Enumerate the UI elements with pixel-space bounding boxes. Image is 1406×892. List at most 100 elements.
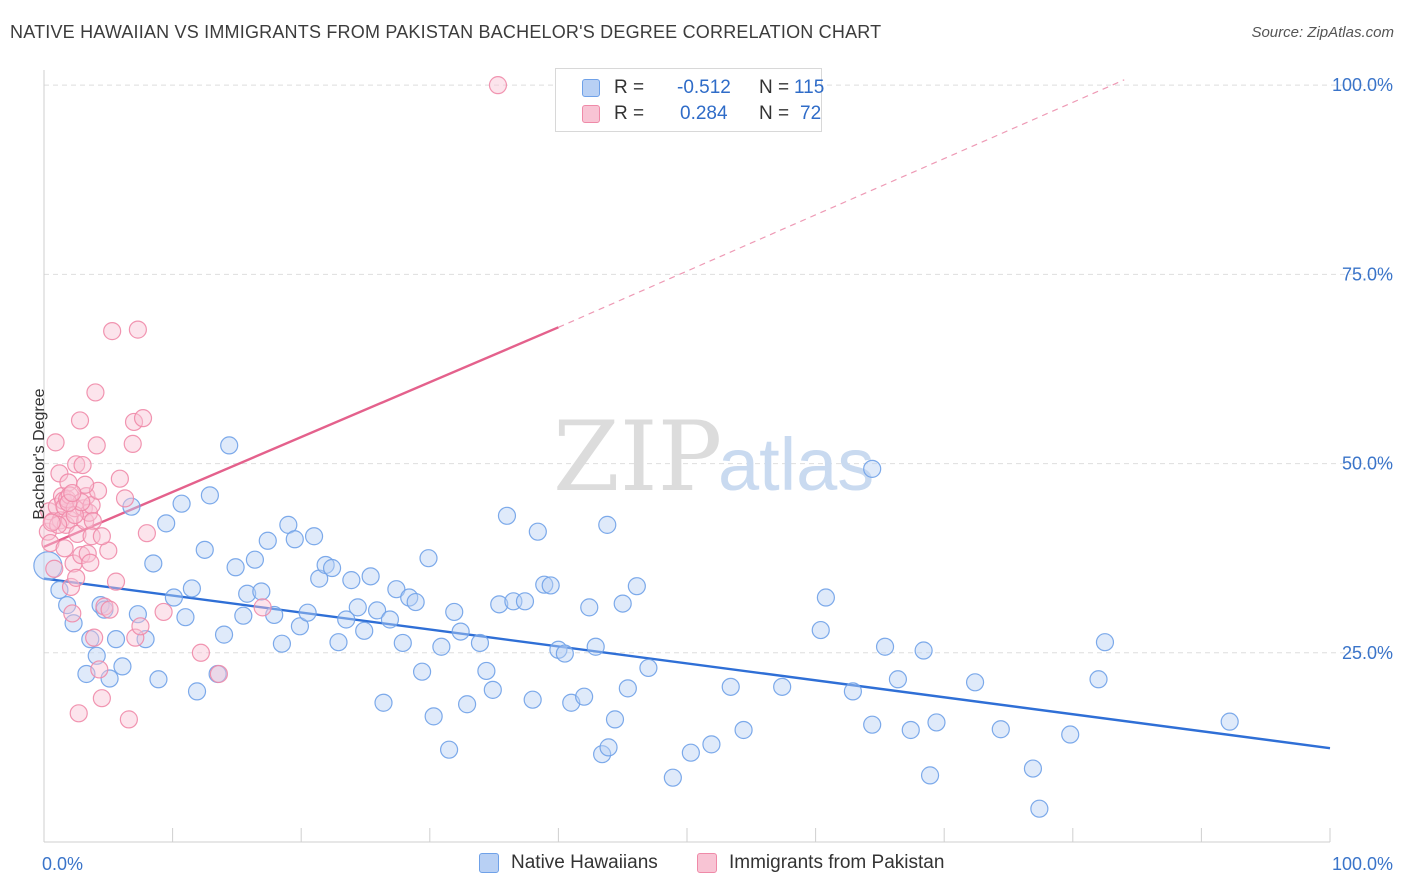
native-hawaiian-point <box>445 602 464 622</box>
native-hawaiian-point <box>843 682 862 701</box>
x-tick-label: 100.0% <box>1332 854 1393 874</box>
native-hawaiian-point <box>424 707 443 726</box>
r-label: R = <box>614 103 645 124</box>
native-hawaiian-point <box>432 637 451 656</box>
native-hawaiian-point <box>355 621 374 640</box>
pakistan-immigrant-point <box>95 597 114 616</box>
native-hawaiian-point <box>252 582 271 601</box>
legend-label: Native Hawaiians <box>511 852 658 873</box>
pakistan-immigrant-point <box>69 704 88 723</box>
pakistan-immigrant-point <box>42 513 61 532</box>
native-hawaiian-point <box>523 690 542 709</box>
pakistan-immigrant-point <box>92 689 111 708</box>
r-value: 0.284 <box>680 103 728 124</box>
native-hawaiian-point <box>901 720 920 740</box>
native-hawaiian-point <box>586 637 605 656</box>
native-hawaiian-point <box>50 580 69 600</box>
native-hawaiian-point <box>1061 725 1080 744</box>
native-hawaiian-point <box>329 633 348 652</box>
y-tick-label: 75.0% <box>1342 264 1393 284</box>
native-hawaiian-point <box>187 682 207 701</box>
pakistan-immigrant-point <box>76 475 95 494</box>
tick-labels: 25.0% 50.0% 75.0% 100.0% 0.0% 100.0% <box>42 75 1393 874</box>
pakistan-immigrant-point <box>133 409 153 428</box>
gridlines <box>44 84 1392 654</box>
pakistan-immigrant-point <box>83 511 102 531</box>
r-label: R = <box>614 77 645 98</box>
native-hawaiian-point <box>226 558 245 577</box>
native-hawaiian-point <box>258 531 277 550</box>
data-points <box>33 76 1239 818</box>
legend-swatch-native-hawaiians <box>479 853 499 873</box>
native-hawaiian-point <box>598 515 617 534</box>
pakistan-immigrant-point <box>41 533 60 553</box>
native-hawaiians-swatch <box>582 79 600 97</box>
native-hawaiian-point <box>477 661 496 681</box>
native-hawaiian-point <box>387 580 406 599</box>
n-label: N = <box>759 77 790 98</box>
n-value: 115 <box>794 77 825 98</box>
pakistan-immigrant-point <box>45 559 64 578</box>
pakistan-immigrant-point <box>253 598 272 617</box>
native-hawaiian-point <box>182 579 201 598</box>
native-hawaiian-point <box>816 588 835 607</box>
native-hawaiian-point <box>863 459 882 478</box>
native-hawaiian-point <box>1095 633 1115 652</box>
native-hawaiian-point <box>100 669 119 688</box>
native-hawaiian-point <box>238 584 257 603</box>
pakistan-immigrant-point <box>106 572 126 591</box>
pakistan-immigrant-point <box>92 527 111 546</box>
pakistan-immigrant-point <box>70 411 90 430</box>
pakistan-immigrant-point <box>73 455 92 475</box>
pakistan-immigrant-point <box>110 469 129 488</box>
native-hawaiian-point <box>875 637 895 656</box>
native-hawaiian-point <box>863 715 882 734</box>
native-hawaiian-point <box>811 620 830 640</box>
native-hawaiian-point <box>599 738 618 757</box>
native-hawaiian-point <box>575 687 594 706</box>
axes <box>43 70 1331 843</box>
pakistan-immigrant-point <box>81 553 100 572</box>
pakistan-immigrant-point <box>67 568 86 587</box>
n-label: N = <box>759 103 790 124</box>
pakistan-immigrant-point <box>82 527 101 546</box>
pakistan-immigrant-point <box>137 524 156 543</box>
native-hawaiian-point <box>172 494 191 513</box>
pakistan-immigrant-point <box>124 412 144 432</box>
native-hawaiian-point <box>285 530 304 549</box>
native-hawaiian-point <box>337 610 356 629</box>
native-hawaiian-point <box>157 514 176 533</box>
pakistan-immigrant-point <box>38 522 57 541</box>
pakistan-immigrant-point <box>67 455 86 474</box>
native-hawaiian-point <box>470 633 490 653</box>
native-hawaiian-point <box>914 641 933 660</box>
x-tick-label: 0.0% <box>42 854 83 874</box>
native-hawaiian-point <box>483 680 502 699</box>
native-hawaiian-point <box>1030 799 1049 818</box>
native-hawaiian-point <box>734 720 753 740</box>
pakistan-immigrant-point <box>55 539 74 558</box>
native-hawaiian-point <box>927 713 946 732</box>
pakistan-immigrant-point <box>123 434 142 453</box>
pakistan-immigrant-point <box>128 320 147 339</box>
native-hawaiian-point <box>965 673 985 692</box>
r-value: -0.512 <box>677 77 731 98</box>
pakistan-immigrant-point <box>63 483 82 503</box>
native-hawaiian-point <box>535 575 554 594</box>
pakistan-immigrant-point <box>103 322 122 341</box>
y-tick-label: 25.0% <box>1342 643 1393 663</box>
pakistan-immigrant-point <box>154 602 173 622</box>
y-tick-label: 100.0% <box>1332 75 1393 95</box>
native-hawaiian-point <box>702 735 721 754</box>
native-hawaiian-point <box>290 617 310 636</box>
native-hawaiian-point <box>920 766 940 785</box>
native-hawaiian-point <box>888 670 908 689</box>
native-hawaiian-point <box>64 614 83 633</box>
pakistan-immigrant-point <box>119 710 138 729</box>
native-hawaiian-point <box>380 610 400 629</box>
native-hawaiian-point <box>87 646 106 665</box>
native-hawaiian-point <box>304 527 324 546</box>
native-hawaiian-point <box>639 658 658 678</box>
pakistan-immigrant-point <box>61 577 81 597</box>
native-hawaiian-point <box>605 710 625 729</box>
